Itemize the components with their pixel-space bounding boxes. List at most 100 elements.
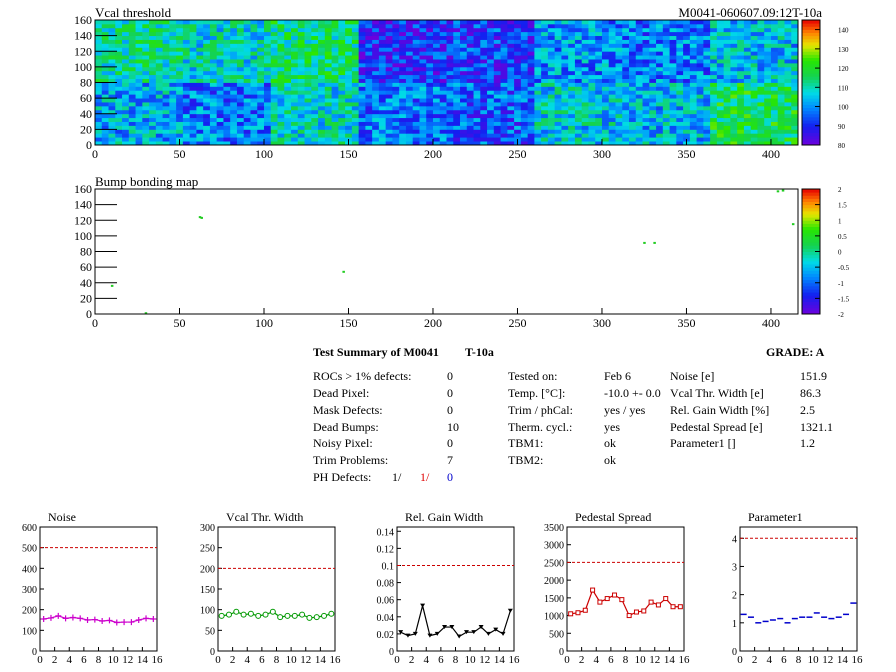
heatmap-cell	[716, 94, 725, 99]
heatmap-cell	[500, 82, 508, 87]
heatmap-cell	[669, 133, 677, 138]
heatmap-cell	[446, 125, 454, 130]
heatmap-cell	[460, 109, 468, 115]
heatmap-cell	[493, 62, 501, 68]
heatmap-cell	[791, 90, 799, 95]
heatmap-cell	[216, 98, 224, 103]
heatmap-cell	[351, 94, 360, 99]
heatmap-cell	[331, 90, 339, 95]
heatmap-cell	[378, 31, 387, 37]
heatmap-cell	[291, 43, 299, 48]
heatmap-cell	[554, 90, 562, 95]
heatmap-cell	[730, 133, 738, 138]
heatmap-cell	[683, 94, 691, 99]
heatmap-cell	[473, 59, 481, 64]
heatmap-cell	[182, 137, 191, 142]
heatmap-cell	[696, 105, 704, 111]
heatmap-cell	[358, 78, 366, 83]
heatmap-cell	[155, 102, 163, 107]
heatmap-cell	[203, 125, 211, 130]
heatmap-cell	[149, 98, 157, 103]
heatmap-cell	[338, 94, 346, 99]
heatmap-cell	[608, 39, 616, 44]
heatmap-cell	[649, 43, 657, 48]
heatmap-cell	[257, 133, 265, 138]
heatmap-cell	[683, 55, 691, 60]
heatmap-cell	[723, 109, 731, 115]
heatmap-cell	[574, 82, 583, 87]
heatmap-cell	[541, 59, 549, 64]
heatmap-cell	[608, 137, 616, 142]
heatmap-cell	[372, 55, 380, 60]
heatmap-cell	[331, 35, 339, 40]
heatmap-cell	[203, 133, 211, 138]
heatmap-cell	[358, 43, 366, 48]
heatmap-cell	[209, 105, 218, 111]
heatmap-cell	[419, 117, 427, 122]
mini-x-tick-label: 4	[67, 654, 73, 666]
heatmap-cell	[324, 31, 332, 37]
heatmap-cell	[703, 20, 711, 25]
heatmap-cell	[595, 109, 603, 115]
heatmap-cell	[460, 27, 468, 33]
heatmap-cell	[405, 43, 414, 48]
heatmap-cell	[554, 113, 562, 119]
heatmap-cell	[365, 43, 373, 48]
heatmap-cell	[554, 105, 562, 111]
heatmap-cell	[689, 39, 698, 44]
heatmap-cell	[128, 125, 136, 130]
heatmap-cell	[574, 141, 583, 146]
heatmap-cell	[216, 82, 224, 87]
heatmap-cell	[122, 109, 130, 115]
heatmap-cell	[358, 59, 366, 64]
heatmap-cell	[203, 117, 211, 122]
heatmap-cell	[480, 82, 488, 87]
heatmap-cell	[723, 66, 731, 72]
heatmap-cell	[547, 55, 556, 60]
heatmap-cell	[588, 62, 596, 68]
heatmap-cell	[642, 129, 650, 134]
heatmap-cell	[716, 133, 725, 138]
colorbar-segment	[802, 214, 820, 218]
mini-y-tick-label: 250	[200, 544, 215, 555]
heatmap-cell	[791, 39, 799, 44]
heatmap-cell	[710, 94, 718, 99]
heatmap-cell	[737, 125, 745, 130]
heatmap-cell	[514, 94, 522, 99]
heatmap-cell	[196, 121, 204, 126]
heatmap-cell	[236, 35, 245, 40]
mini-y-tick-label: 500	[549, 629, 564, 640]
heatmap-cell	[683, 23, 691, 29]
heatmap-cell	[284, 129, 292, 134]
heatmap-cell	[351, 43, 360, 48]
heatmap-cell	[480, 43, 488, 48]
heatmap-cell	[669, 55, 677, 60]
heatmap-cell	[507, 39, 515, 44]
heatmap-cell	[473, 62, 481, 68]
heatmap-cell	[297, 47, 305, 52]
heatmap-cell	[277, 70, 285, 76]
heatmap-cell	[257, 43, 265, 48]
heatmap-cell	[209, 35, 218, 40]
heatmap-cell	[487, 39, 495, 44]
heatmap-cell	[534, 74, 542, 79]
heatmap-cell	[737, 23, 745, 29]
heatmap-cell	[101, 113, 109, 119]
heatmap-cell	[493, 31, 501, 37]
heatmap-cell	[480, 109, 488, 115]
mini-y-tick-label: 2	[732, 591, 737, 602]
heatmap-cell	[263, 90, 272, 95]
heatmap-cell	[642, 82, 650, 87]
heatmap-cell	[318, 137, 326, 142]
heatmap-cell	[345, 105, 353, 111]
heatmap-cell	[426, 55, 434, 60]
heatmap-cell	[669, 121, 677, 126]
heatmap-cell	[392, 105, 400, 111]
heatmap-cell	[365, 98, 373, 103]
heatmap-cell	[95, 35, 103, 40]
heatmap-cell	[723, 55, 731, 60]
heatmap-cell	[683, 129, 691, 134]
heatmap-cell	[365, 117, 373, 122]
heatmap-cell	[291, 70, 299, 76]
heatmap-cell	[135, 55, 143, 60]
